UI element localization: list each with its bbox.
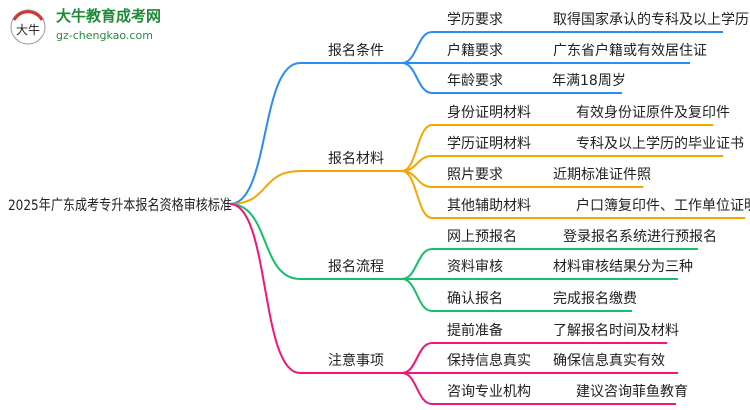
branch-label: 注意事项: [328, 352, 384, 369]
leaf-label: 保持信息真实: [447, 352, 531, 369]
leaf-label: 咨询专业机构: [447, 384, 531, 400]
leaf-label: 照片要求: [447, 167, 503, 183]
branch-label: 报名材料: [328, 151, 384, 167]
leaf-label: 身份证明材料: [447, 105, 531, 121]
leaf-label: 学历要求: [447, 12, 503, 28]
leaf-value: 建议咨询菲鱼教育: [576, 383, 688, 400]
leaf-label: 资料审核: [447, 259, 503, 275]
leaf-label: 提前准备: [447, 322, 503, 339]
logo-badge: [10, 9, 46, 45]
leaf-connector: [401, 372, 676, 405]
logo-url: gz-chengkao.com: [56, 29, 153, 42]
root-topic: 2025年广东成考专升本报名资格审核标准: [8, 197, 232, 214]
leaf-value: 了解报名时间及材料: [553, 323, 679, 339]
logo-arc: [12, 10, 44, 21]
branch-connector: [229, 62, 402, 205]
leaf-value: 材料审核结果分为三种: [553, 259, 693, 275]
branch-label: 报名流程: [328, 259, 384, 275]
logo-name: 大牛教育成考网: [56, 7, 161, 25]
leaf-value: 近期标准证件照: [553, 167, 651, 183]
leaf-value: 有效身份证原件及复印件: [576, 104, 730, 121]
leaf-value: 户口簿复印件、工作单位证明等: [576, 197, 750, 214]
leaf-label: 确认报名: [447, 291, 503, 307]
leaf-value: 确保信息真实有效: [553, 352, 665, 369]
leaf-label: 户籍要求: [447, 42, 503, 59]
leaf-connector: [401, 278, 632, 312]
leaf-connector: [401, 342, 667, 374]
leaf-label: 其他辅助材料: [447, 198, 531, 214]
leaf-connector: [401, 170, 745, 219]
leaf-label: 网上预报名: [447, 229, 517, 245]
logo-badge-text: 大牛: [16, 22, 40, 37]
leaf-label: 学历证明材料: [447, 136, 531, 152]
leaf-value: 取得国家承认的专科及以上学历: [553, 11, 749, 28]
leaf-value: 年满18周岁: [552, 73, 626, 89]
leaf-connector: [401, 62, 622, 94]
leaf-value: 专科及以上学历的毕业证书: [576, 136, 744, 152]
leaf-value: 登录报名系统进行预报名: [563, 229, 717, 245]
branch-connector: [229, 203, 402, 374]
branch-connector: [229, 203, 402, 280]
leaf-connector: [401, 31, 723, 64]
leaf-value: 广东省户籍或有效居住证: [553, 42, 707, 59]
leaf-label: 年龄要求: [447, 73, 503, 89]
logo: 大牛 大牛教育成考网 gz-chengkao.com: [10, 7, 161, 45]
leaf-connector: [401, 248, 698, 280]
leaf-connector: [401, 124, 713, 172]
branch-connector: [229, 170, 402, 205]
leaf-value: 完成报名缴费: [553, 291, 637, 307]
branch-label: 报名条件: [328, 42, 384, 59]
